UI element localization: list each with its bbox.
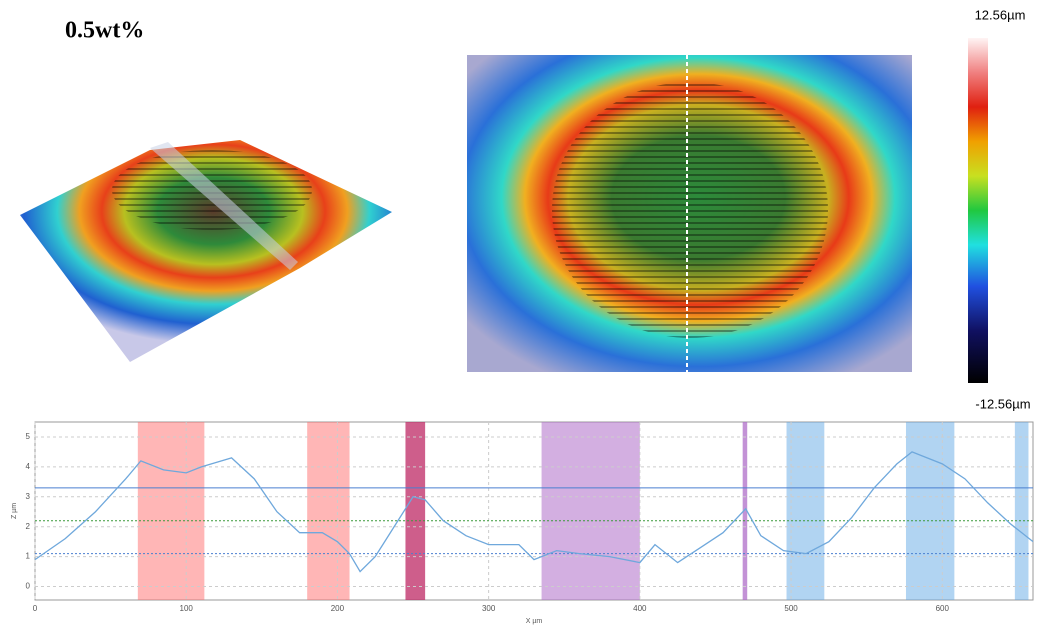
highlight-band [405,422,425,600]
map-texture [552,82,828,338]
highlight-band [542,422,640,600]
x-tick-label: 100 [180,604,194,613]
colorbar-max: 12.56µm [975,7,1026,22]
y-tick-label: 3 [26,492,31,501]
x-axis-label: X µm [526,618,543,625]
x-tick-label: 500 [784,604,798,613]
colorbar [968,38,988,383]
highlight-band [906,422,954,600]
y-axis-label: Z µm [11,503,18,519]
highlight-band [307,422,349,600]
x-tick-label: 600 [936,604,950,613]
highlight-band [787,422,825,600]
x-tick-label: 400 [633,604,647,613]
y-tick-label: 2 [26,522,31,531]
highlight-band [138,422,205,600]
y-tick-label: 5 [26,432,31,441]
x-tick-label: 200 [331,604,345,613]
colorbar-min: -12.56µm [975,396,1030,411]
y-tick-label: 4 [26,462,31,471]
title: 0.5wt% [65,18,144,44]
highlight-band [1015,422,1029,600]
x-tick-label: 0 [33,604,38,613]
figure: 0.5wt% 12.56µm -12.56µm 0 1 2 3 4 5 0 100 200 300… [0,0,1043,630]
y-tick-label: 0 [26,582,31,591]
x-tick-label: 300 [482,604,496,613]
y-tick-label: 1 [26,552,31,561]
